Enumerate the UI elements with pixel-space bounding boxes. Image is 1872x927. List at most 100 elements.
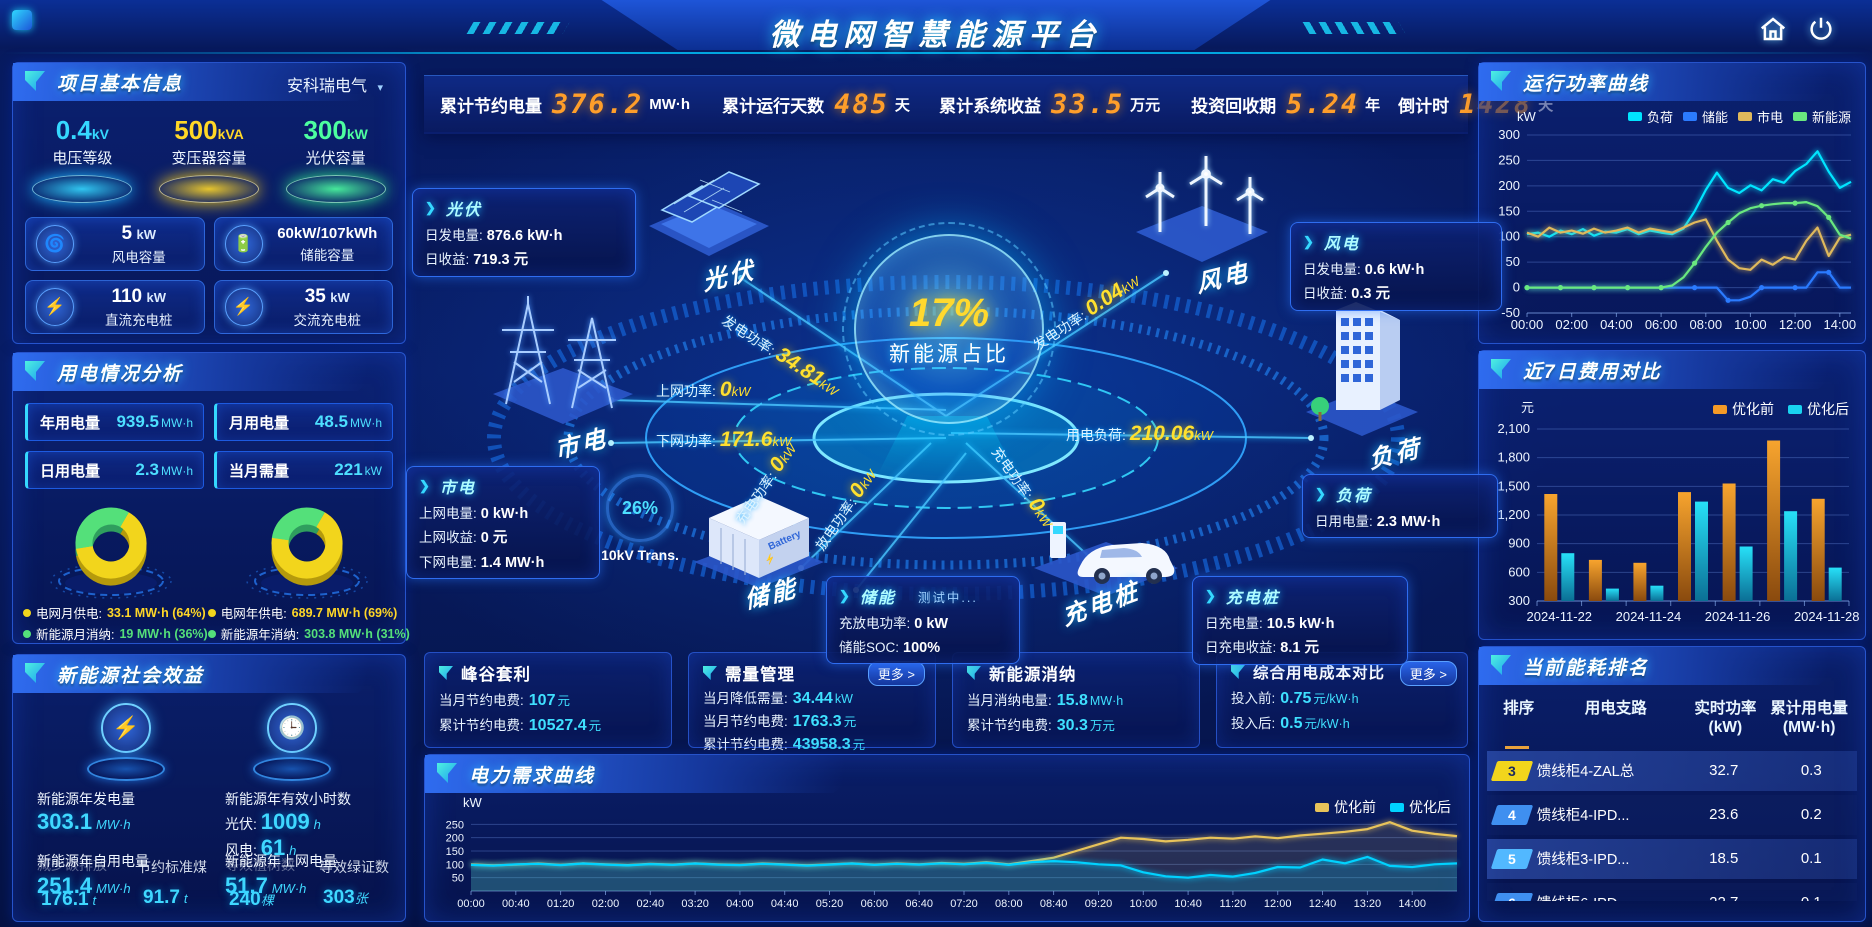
more-button[interactable]: 更多 > (867, 661, 925, 686)
legend-before[interactable]: 优化前 (1713, 399, 1774, 419)
energy-flow-diagram: 17% 新能源占比 光伏 风电 (406, 138, 1502, 665)
legend-renewable-year[interactable]: 新能源年消纳: 303.8 MW·h (31%) (207, 624, 410, 643)
svg-text:-50: -50 (1501, 305, 1520, 320)
svg-text:06:00: 06:00 (1645, 317, 1678, 332)
panel-title: 当前能耗排名 (1523, 657, 1650, 679)
gen-value: 303.1 MW·h (37, 809, 131, 834)
power-icon[interactable] (1806, 14, 1836, 44)
ess-node-illustration[interactable]: Battery ⚡ (674, 476, 844, 597)
clock-icon: 🕒 (267, 703, 317, 753)
ac-charger-icon: ⚡ (224, 288, 263, 326)
legend-after[interactable]: 优化后 (1390, 797, 1451, 817)
panel-header: 运行功率曲线 (1479, 63, 1865, 101)
self-use-label: 新能源年自用电量 (37, 853, 149, 869)
legend-grid-year[interactable]: 电网年供电: 689.7 MW·h (69%) (207, 603, 410, 622)
grid-node-illustration[interactable] (468, 286, 658, 433)
more-button[interactable]: 更多 > (1399, 661, 1457, 686)
evc-node-illustration[interactable] (1006, 480, 1206, 605)
legend-renewable[interactable]: 新能源 (1792, 107, 1851, 126)
card-title: 峰谷套利 (461, 666, 531, 684)
grid-callout: ❯ 市电 上网电量: 0 kW·h 上网收益: 0 元 下网电量: 1.4 MW·h (406, 466, 600, 579)
svg-text:10:00: 10:00 (1130, 898, 1158, 910)
testing-badge: 测试中... (917, 590, 978, 605)
svg-text:09:20: 09:20 (1085, 898, 1113, 910)
card-peak-valley-arbitrage: 峰谷套利 当月节约电费: 107 元 累计节约电费: 10527.4 元 (424, 652, 672, 748)
spotlight-glow (32, 175, 133, 203)
legend-before[interactable]: 优化前 (1315, 797, 1376, 817)
table-row[interactable]: 5 馈线柜3-IPD... 18.5 0.1 (1487, 838, 1857, 879)
chevron-right-icon: ❯ (839, 588, 852, 603)
legend-swatch (1315, 802, 1329, 812)
panel-header: 电力需求曲线 (425, 755, 889, 793)
legend-dot (23, 629, 31, 638)
legend-after[interactable]: 优化后 (1788, 399, 1849, 419)
stat-month-demand: 当月需量 221 kW (214, 451, 393, 489)
company-dropdown[interactable]: 安科瑞电气 ▾ (279, 71, 391, 97)
svg-text:1,500: 1,500 (1497, 478, 1530, 493)
chevron-right-icon: ❯ (1205, 588, 1218, 603)
transformer-ring: 26% 10kV Trans. (592, 474, 688, 563)
pv-node-illustration[interactable] (634, 156, 784, 265)
svg-text:150: 150 (1498, 203, 1520, 218)
legend-load[interactable]: 负荷 (1627, 107, 1673, 126)
platform-rings (487, 270, 1405, 601)
table-row[interactable]: 4 馈线柜4-IPD... 23.6 0.2 (1487, 794, 1857, 835)
panel-header: 项目基本信息 (13, 63, 405, 101)
svg-text:04:00: 04:00 (1600, 317, 1633, 332)
table-row[interactable]: 3 馈线柜4-ZAL总 32.7 0.3 (1487, 750, 1857, 791)
svg-text:50: 50 (1506, 254, 1520, 269)
legend-dot (207, 629, 216, 638)
svg-text:2,100: 2,100 (1497, 421, 1530, 436)
renewable-share-value: 17% (908, 290, 990, 335)
stat-month-usage: 月用电量 48.5 MW·h (214, 403, 393, 441)
svg-text:2024-11-24: 2024-11-24 (1616, 609, 1682, 624)
legend-renewable-month[interactable]: 新能源月消纳: 19 MW·h (36%) (23, 624, 208, 643)
card-wind-capacity: 🌀 5 kW 风电容量 (25, 217, 205, 271)
kpi-unit: 万元 (1130, 96, 1161, 114)
home-icon[interactable] (1758, 14, 1788, 44)
hours-pedestal: 🕒 (253, 703, 331, 781)
pv-hours: 光伏: 1009 h (225, 809, 321, 834)
load-node-illustration[interactable] (1284, 294, 1440, 445)
wind-node-illustration[interactable] (1114, 140, 1290, 271)
legend-swatch (1627, 112, 1642, 121)
stat-day-usage: 日用电量 2.3 MW·h (25, 451, 204, 489)
panel-corner-icon (1491, 655, 1511, 675)
legend-grid-month[interactable]: 电网月供电: 33.1 MW·h (64%) (23, 603, 208, 622)
panel-header: 近7日费用对比 (1479, 351, 1865, 389)
svg-text:06:40: 06:40 (905, 898, 933, 910)
kpi-label: 倒计时 (1398, 96, 1450, 116)
spotlight-stats: 0.4kV 电压等级 500kVA 变压器容量 300kW 光伏容量 (13, 101, 405, 205)
svg-text:02:00: 02:00 (1555, 317, 1588, 332)
donut-legend: 电网月供电: 33.1 MW·h (64%) 电网年供电: 689.7 MW·h (… (13, 601, 410, 643)
card-corner-icon (703, 666, 717, 680)
panel-corner-icon (25, 71, 45, 91)
tree-label: 等效植树数 (225, 857, 295, 873)
legend-swatch (1792, 112, 1807, 121)
pedestal-ring (87, 757, 165, 781)
svg-text:10:00: 10:00 (1734, 317, 1767, 332)
kpi-value: 33.5 (1051, 88, 1125, 120)
usage-stats: 年用电量 939.5 MW·h 月用电量 48.5 MW·h 日用电量 2.3 MW·h 当… (13, 391, 405, 489)
legend-grid[interactable]: 市电 (1737, 107, 1783, 126)
svg-text:07:20: 07:20 (950, 898, 978, 910)
table-row[interactable]: 6 馈线柜6-IPD 22.7 0.1 (1487, 882, 1857, 901)
card-storage-capacity: 🔋 60kW/107kWh 储能容量 (213, 217, 393, 271)
panel-title: 近7日费用对比 (1523, 361, 1662, 383)
svg-text:08:00: 08:00 (995, 898, 1023, 910)
panel-energy-ranking: 当前能耗排名 排序 用电支路 实时功率 (kW) 累计用电量 (MW·h) 3 馈线… (1478, 646, 1866, 922)
legend-storage[interactable]: 储能 (1682, 107, 1728, 126)
spotlight-voltage: 0.4kV 电压等级 (22, 115, 142, 203)
kpi-label: 累计节约电量 (440, 96, 542, 116)
y-axis-unit: 元 (1521, 400, 1535, 415)
svg-text:10:40: 10:40 (1174, 898, 1202, 910)
stat-year-usage: 年用电量 939.5 MW·h (25, 403, 204, 441)
ranking-table-body: 3 馈线柜4-ZAL总 32.7 0.3 4 馈线柜4-IPD... 23.6 … (1479, 750, 1865, 901)
kpi-total-income: 累计系统收益 33.5 万元 (923, 76, 1175, 132)
svg-text:1,800: 1,800 (1497, 450, 1530, 465)
svg-text:03:20: 03:20 (681, 898, 709, 910)
card-dc-charger: ⚡ 110 kW 直流充电桩 (25, 280, 205, 334)
rank-badge: 6 (1490, 892, 1534, 901)
